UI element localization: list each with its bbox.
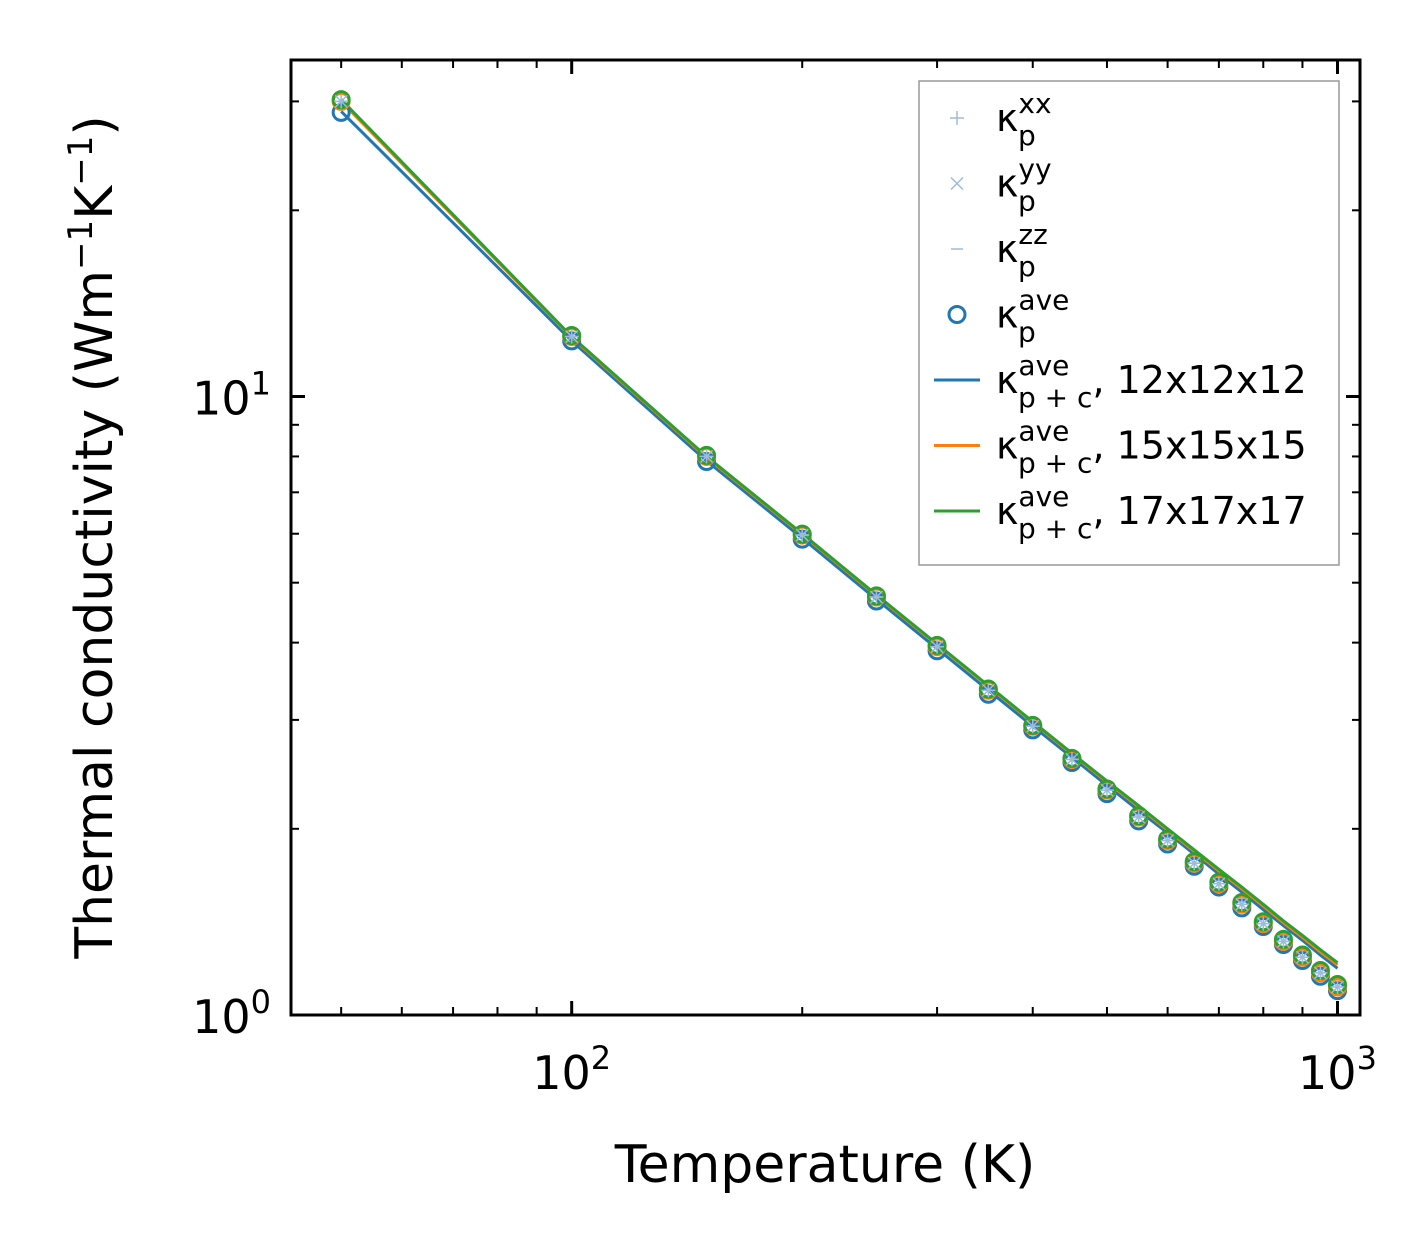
legend-entry: κave p + c, 15x15x15 (934, 415, 1307, 480)
legend-label: κzz p (996, 218, 1048, 283)
marker-kave-green (1023, 715, 1043, 735)
legend-label-suffix: , 17x17x17 (1092, 489, 1306, 533)
y-tick-label-exponent: 1 (251, 365, 271, 403)
x-tick-label: 102 (532, 1039, 611, 1100)
y-axis-title: Thermal conductivity (Wm−1K−1) (61, 115, 125, 959)
legend-marker-swatch (947, 305, 967, 324)
legend-entry: κave p + c, 12x12x12 (934, 349, 1307, 414)
x-tick-label-base: 10 (532, 1046, 591, 1100)
x-tick-label-base: 10 (1298, 1046, 1357, 1100)
legend-label-sup: ave (1018, 480, 1069, 513)
series-line-l12 (340, 110, 1339, 970)
legend-label-kappa: κ (996, 162, 1018, 206)
y-axis-title-end: ) (65, 115, 125, 135)
legend-label: κxx p (996, 87, 1052, 152)
legend-label: κave p + c, 12x12x12 (996, 349, 1307, 414)
series-markers (331, 90, 1347, 1001)
legend-label-suffix: , 12x12x12 (1092, 358, 1306, 402)
legend-frame (918, 80, 1340, 566)
legend-label: κave p + c, 17x17x17 (996, 480, 1307, 545)
legend-label-sub: p + c (1018, 447, 1092, 480)
legend-marker-swatch-b (950, 176, 964, 191)
legend-entry: κxx p (950, 87, 1052, 152)
y-tick-label-base: 10 (192, 372, 251, 426)
legend-marker-swatch (950, 176, 964, 191)
y-axis-title-sup2: −1 (61, 136, 101, 186)
legend-entry: κave p + c, 17x17x17 (934, 480, 1307, 545)
legend-label-kappa: κ (996, 96, 1018, 140)
y-axis-title-sup1: −1 (61, 220, 101, 270)
x-axis-title: Temperature (K) (614, 1135, 1036, 1195)
legend-label: κave p (996, 284, 1069, 349)
legend-label-kappa: κ (996, 358, 1018, 402)
marker-kave-green (792, 524, 812, 544)
legend-marker-swatch (950, 111, 964, 125)
y-tick-label: 101 (192, 365, 271, 426)
legend-label-sup: xx (1018, 87, 1051, 120)
legend-label-kappa: κ (996, 424, 1018, 468)
y-tick-label: 100 (192, 983, 271, 1044)
legend-label-sup: ave (1018, 284, 1069, 317)
legend-label: κyy p (996, 153, 1052, 218)
legend-label-sup: yy (1018, 153, 1051, 186)
series-line-l17 (340, 98, 1339, 964)
legend-label-sub: p (1018, 119, 1036, 152)
y-tick-label-base: 10 (192, 990, 251, 1044)
legend-label-sup: ave (1018, 349, 1069, 382)
legend-label-sub: p (1018, 250, 1036, 283)
x-tick-label-exponent: 3 (1357, 1039, 1377, 1077)
legend-entry: κyy p (950, 153, 1052, 218)
y-axis-title-main: Thermal conductivity (Wm (65, 270, 125, 960)
x-tick-label-exponent: 2 (591, 1039, 611, 1077)
legend-label-kappa: κ (996, 293, 1018, 337)
legend-label-sup: zz (1018, 218, 1047, 251)
legend-label-sub: p + c (1018, 381, 1092, 414)
x-tick-label: 103 (1298, 1039, 1377, 1100)
legend-label-kappa: κ (996, 227, 1018, 271)
legend-label-suffix: , 15x15x15 (1092, 424, 1306, 468)
legend-entry: κave p (947, 284, 1069, 349)
series-lines (340, 98, 1339, 970)
legend-label-sub: p (1018, 316, 1036, 349)
y-tick-label-exponent: 0 (251, 983, 271, 1021)
legend-label-sub: p + c (1018, 512, 1092, 545)
legend-label: κave p + c, 15x15x15 (996, 415, 1307, 480)
legend-label-sup: ave (1018, 415, 1069, 448)
legend-label-kappa: κ (996, 489, 1018, 533)
legend-entry: κzz p (951, 218, 1048, 283)
y-axis-title-mid: K (65, 184, 125, 220)
legend-label-sub: p (1018, 185, 1036, 218)
plot-frame (289, 58, 1362, 1017)
